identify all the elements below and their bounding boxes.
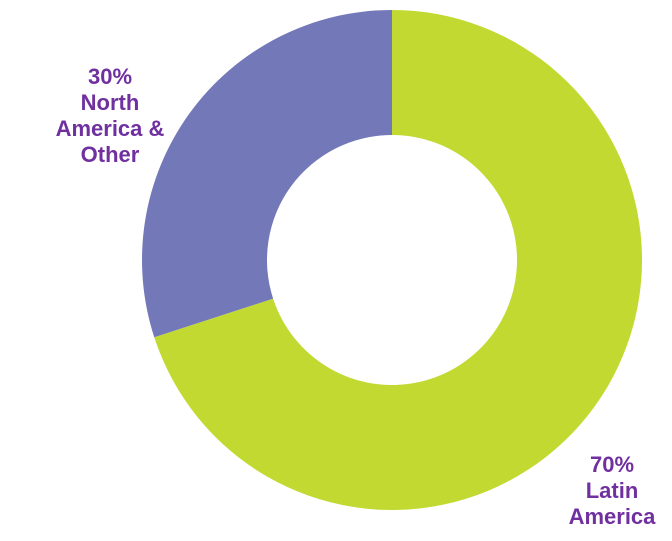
donut-slice-0 [154, 10, 642, 510]
slice-label-line: North [80, 90, 140, 115]
slice-label-line: America & [55, 116, 165, 141]
slice-label-latin-america: 70% Latin America [552, 452, 672, 530]
slice-label-line: America [568, 504, 656, 529]
donut-slice-1 [141, 10, 392, 338]
slice-label-line: Latin [585, 478, 639, 503]
slice-label-line: Other [80, 142, 140, 167]
slice-label-north-america-other: 30% North America & Other [40, 64, 180, 168]
slice-label-line: 70% [589, 452, 635, 477]
slice-label-line: 30% [87, 64, 133, 89]
